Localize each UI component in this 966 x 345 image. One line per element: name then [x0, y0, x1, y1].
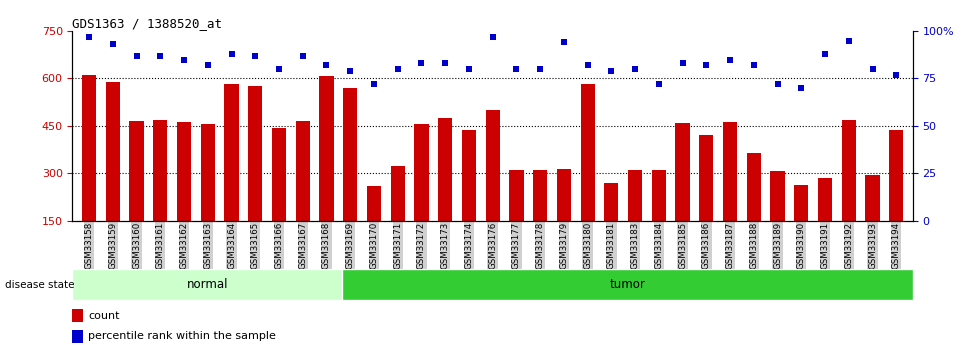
Point [413, 61, 429, 66]
Point [865, 66, 880, 72]
Bar [72, 330, 83, 343]
Point [366, 81, 382, 87]
Bar [556, 169, 571, 221]
Text: GDS1363 / 1388520_at: GDS1363 / 1388520_at [72, 17, 222, 30]
Bar [747, 154, 761, 221]
Point [770, 81, 785, 87]
Bar [889, 130, 903, 221]
Point [723, 57, 738, 62]
Point [319, 62, 334, 68]
Bar [699, 136, 714, 221]
Point [153, 53, 168, 58]
Bar [177, 122, 191, 221]
Bar [438, 118, 452, 221]
Point [698, 62, 714, 68]
Bar [841, 120, 856, 221]
Point [81, 34, 97, 40]
Bar [818, 178, 832, 221]
Bar [129, 121, 144, 221]
Bar [201, 124, 214, 221]
Point [461, 66, 476, 72]
Point [651, 81, 667, 87]
Bar [271, 128, 286, 221]
Point [604, 68, 619, 74]
Point [177, 57, 192, 62]
Point [438, 61, 453, 66]
Bar [342, 269, 913, 300]
Bar [367, 186, 381, 221]
Text: count: count [89, 310, 120, 321]
Bar [628, 170, 642, 221]
Point [343, 68, 358, 74]
Bar [82, 75, 97, 221]
Point [675, 61, 691, 66]
Bar [723, 122, 737, 221]
Bar [486, 110, 499, 221]
Point [556, 40, 572, 45]
Bar [72, 269, 342, 300]
Bar [224, 84, 239, 221]
Point [627, 66, 642, 72]
Point [889, 72, 904, 78]
Text: normal: normal [186, 278, 228, 291]
Bar [390, 166, 405, 221]
Point [509, 66, 525, 72]
Bar [320, 76, 333, 221]
Bar [72, 309, 83, 322]
Point [817, 51, 833, 57]
Bar [248, 86, 263, 221]
Bar [675, 123, 690, 221]
Point [224, 51, 240, 57]
Bar [771, 171, 784, 221]
Point [105, 41, 121, 47]
Point [295, 53, 310, 58]
Bar [154, 120, 167, 221]
Bar [296, 120, 310, 221]
Bar [462, 130, 476, 221]
Bar [581, 84, 595, 221]
Bar [533, 169, 548, 221]
Bar [343, 88, 357, 221]
Bar [605, 183, 618, 221]
Point [485, 34, 500, 40]
Point [580, 62, 595, 68]
Point [532, 66, 548, 72]
Bar [509, 169, 524, 221]
Point [200, 62, 215, 68]
Bar [652, 170, 666, 221]
Point [746, 62, 761, 68]
Point [793, 85, 809, 91]
Bar [105, 82, 120, 221]
Bar [794, 185, 809, 221]
Text: disease state: disease state [5, 280, 74, 289]
Point [841, 38, 857, 43]
Text: tumor: tumor [610, 278, 645, 291]
Text: percentile rank within the sample: percentile rank within the sample [89, 332, 276, 342]
Point [390, 66, 406, 72]
Point [247, 53, 263, 58]
Point [128, 53, 144, 58]
Bar [414, 124, 429, 221]
Point [271, 66, 287, 72]
Bar [866, 175, 880, 221]
